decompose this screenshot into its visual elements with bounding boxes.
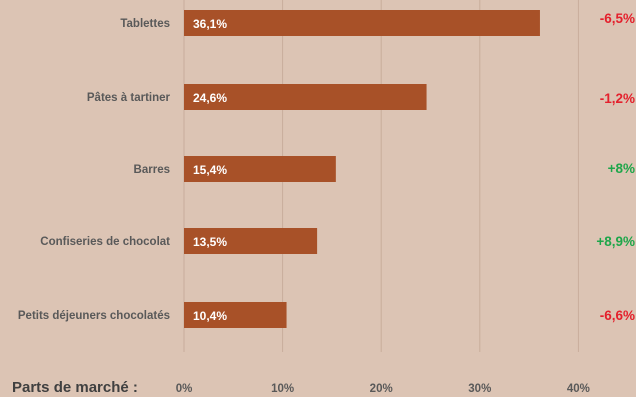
x-tick-label: 0% <box>176 383 193 395</box>
category-label: Tablettes <box>120 18 170 30</box>
data-label: 13,5% <box>193 235 227 249</box>
change-label: -6,5% <box>600 11 635 26</box>
x-tick-label: 40% <box>567 383 590 395</box>
change-label: -1,2% <box>600 91 635 106</box>
x-tick-label: 30% <box>468 383 491 395</box>
x-tick-label: 20% <box>370 383 393 395</box>
change-label: +8% <box>608 161 635 176</box>
bar <box>184 84 427 110</box>
category-label: Barres <box>134 164 170 176</box>
bar <box>184 302 287 328</box>
data-label: 10,4% <box>193 309 227 323</box>
change-label: -6,6% <box>600 308 635 323</box>
data-label: 24,6% <box>193 91 227 105</box>
x-axis-title: Parts de marché : <box>12 379 138 396</box>
change-label: +8,9% <box>596 234 635 249</box>
category-label: Confiseries de chocolat <box>40 236 170 248</box>
data-label: 15,4% <box>193 163 227 177</box>
bar <box>184 228 318 254</box>
bar <box>184 156 336 182</box>
category-label: Petits déjeuners chocolatés <box>18 310 170 322</box>
data-label: 36,1% <box>193 17 227 31</box>
category-label: Pâtes à tartiner <box>87 92 171 104</box>
bar <box>184 10 540 36</box>
x-tick-label: 10% <box>271 383 294 395</box>
